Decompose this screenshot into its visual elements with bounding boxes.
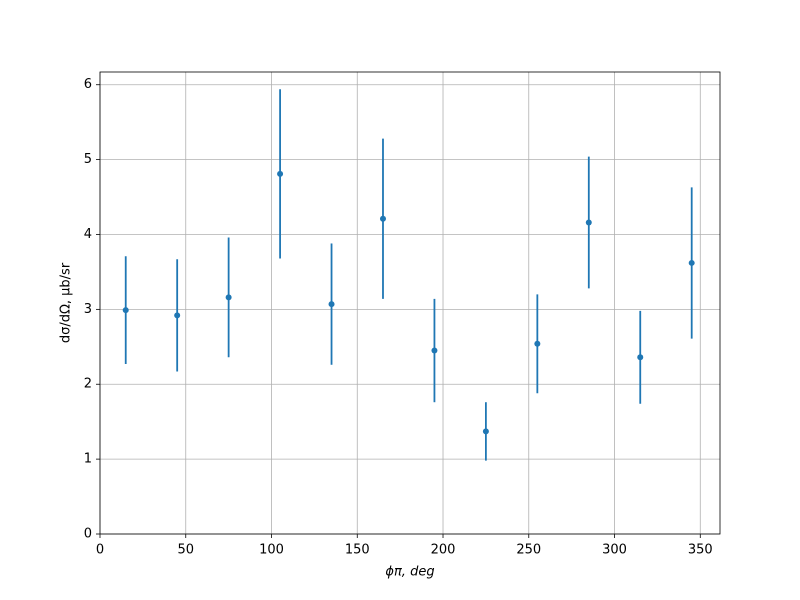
x-tick-label: 50 xyxy=(177,543,194,558)
data-point xyxy=(328,301,335,308)
x-tick-label: 300 xyxy=(602,543,627,558)
x-axis-label: ϕπ, deg xyxy=(385,565,434,580)
x-tick-label: 0 xyxy=(96,543,104,558)
y-tick-label: 1 xyxy=(84,452,92,467)
data-point xyxy=(534,340,541,347)
y-axis-label: dσ/dΩ, μb/sr xyxy=(59,262,74,343)
x-tick-label: 350 xyxy=(688,543,713,558)
y-tick-label: 3 xyxy=(84,302,92,317)
plot-frame xyxy=(99,71,721,535)
data-point xyxy=(482,428,489,435)
y-tick-label: 2 xyxy=(84,377,92,392)
y-tick-label: 0 xyxy=(84,527,92,542)
data-point xyxy=(277,170,284,177)
data-point xyxy=(585,219,592,226)
y-tick-label: 6 xyxy=(84,77,92,92)
y-tick-label: 5 xyxy=(84,152,92,167)
x-tick-label: 150 xyxy=(345,543,370,558)
data-point xyxy=(637,354,644,361)
data-point xyxy=(122,307,129,314)
data-point xyxy=(174,312,181,319)
data-point xyxy=(379,215,386,222)
x-tick-label: 200 xyxy=(431,543,456,558)
data-point xyxy=(225,294,232,301)
x-tick-label: 250 xyxy=(516,543,541,558)
y-tick-label: 4 xyxy=(84,227,92,242)
data-point xyxy=(431,347,438,354)
data-point xyxy=(688,259,695,266)
x-tick-label: 100 xyxy=(259,543,284,558)
